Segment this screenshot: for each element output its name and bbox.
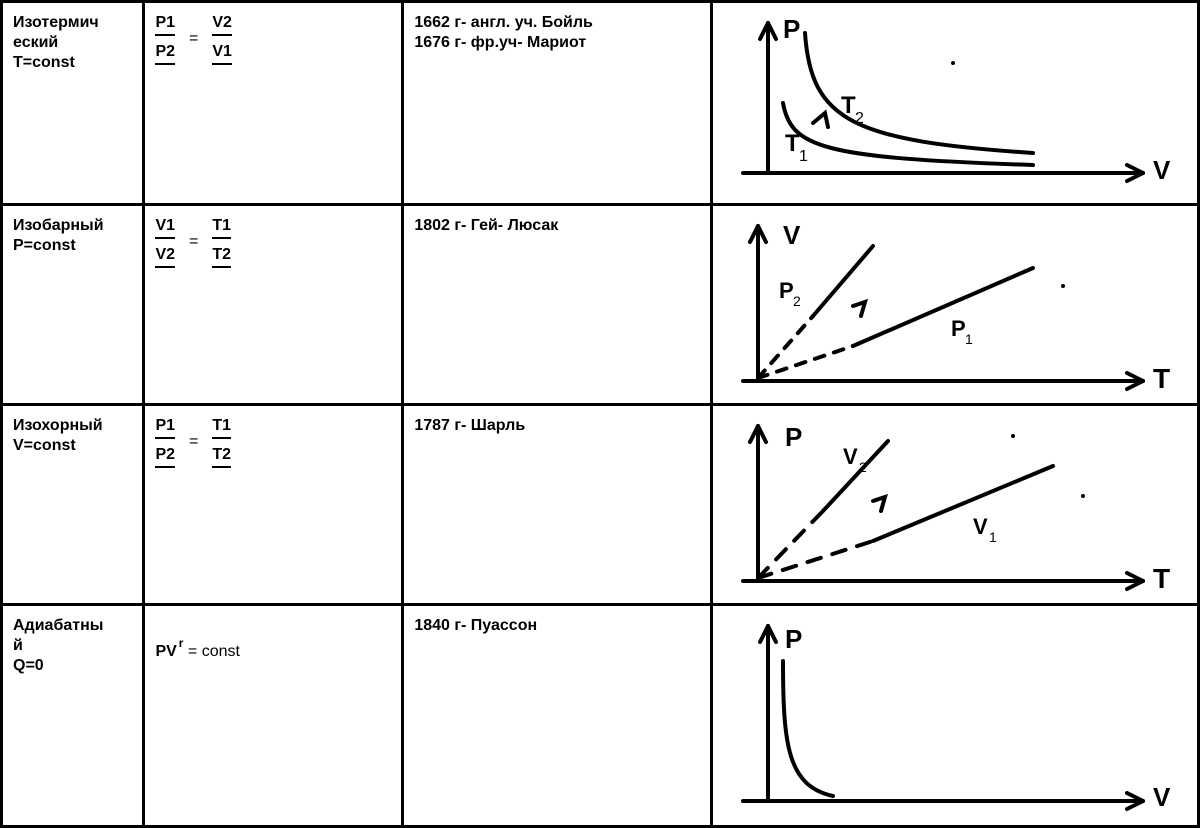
chart-cell-isothermal: P V T1 T2: [710, 3, 1197, 203]
svg-text:P: P: [785, 422, 802, 452]
process-table: Изотермич еский T=const P1 P2 = V2 V1 16…: [0, 0, 1200, 828]
name-line1: Изохорный: [13, 416, 134, 436]
svg-text:2: 2: [793, 293, 801, 309]
f-op: =: [189, 432, 198, 452]
name-cell: Изохорный V=const: [3, 406, 142, 603]
f-tr: T1: [212, 216, 231, 239]
svg-text:P: P: [785, 624, 802, 654]
svg-text:T: T: [1153, 363, 1170, 394]
f-br: T2: [212, 445, 231, 468]
svg-text:V: V: [1153, 155, 1171, 185]
name-cell: Изобарный P=const: [3, 206, 142, 403]
name-cond: P=const: [13, 236, 134, 256]
svg-text:2: 2: [859, 459, 867, 475]
row-isochoric: Изохорный V=const P1 P2 = T1 T2 1787 г- …: [3, 403, 1197, 603]
f-bl: P2: [155, 445, 175, 468]
hist-1: 1662 г- англ. уч. Бойль: [414, 13, 702, 33]
name-line1: Адиабатны: [13, 616, 134, 636]
svg-text:T: T: [785, 130, 800, 157]
svg-text:1: 1: [989, 529, 997, 545]
name-cond: T=const: [13, 53, 134, 73]
svg-text:P: P: [951, 316, 966, 341]
name-cond: V=const: [13, 436, 134, 456]
f-bl: V2: [155, 245, 175, 268]
svg-text:V: V: [1153, 782, 1171, 812]
chart-cell-isochoric: P T V2 V1: [710, 406, 1197, 603]
svg-text:V: V: [783, 220, 801, 250]
formula-cell: P1 P2 = V2 V1: [142, 3, 401, 203]
formula-cell: PVr = const: [142, 606, 401, 825]
f-tr: V2: [212, 13, 232, 36]
name-line1: Изобарный: [13, 216, 134, 236]
name-line1: Изотермич: [13, 13, 134, 33]
f-tl: V1: [155, 216, 175, 239]
f-sup: r: [179, 636, 184, 651]
history-cell: 1787 г- Шарль: [401, 406, 710, 603]
chart-adiabatic: P V: [713, 606, 1197, 828]
svg-text:T: T: [841, 92, 856, 119]
svg-text:T: T: [1153, 563, 1170, 594]
chart-isobaric: V T P2 P1: [713, 206, 1197, 406]
chart-isochoric: P T V2 V1: [713, 406, 1197, 606]
f-op: =: [189, 29, 198, 49]
chart-cell-isobaric: V T P2 P1: [710, 206, 1197, 403]
f-bl: P2: [155, 42, 175, 65]
f-rest: = const: [188, 643, 240, 660]
svg-text:V: V: [843, 444, 858, 469]
formula-cell: V1 V2 = T1 T2: [142, 206, 401, 403]
row-isothermal: Изотермич еский T=const P1 P2 = V2 V1 16…: [3, 3, 1197, 203]
f-tl: P1: [155, 13, 175, 36]
history-cell: 1662 г- англ. уч. Бойль 1676 г- фр.уч- М…: [401, 3, 710, 203]
name-cell: Изотермич еский T=const: [3, 3, 142, 203]
svg-text:V: V: [973, 514, 988, 539]
history-cell: 1802 г- Гей- Люсак: [401, 206, 710, 403]
name-cond: Q=0: [13, 656, 134, 676]
f-base: PV: [155, 643, 176, 660]
svg-text:P: P: [783, 14, 800, 44]
f-op: =: [189, 232, 198, 252]
name-line2: еский: [13, 33, 134, 53]
hist-1: 1802 г- Гей- Люсак: [414, 216, 702, 236]
f-br: T2: [212, 245, 231, 268]
svg-text:1: 1: [965, 331, 973, 347]
f-tl: P1: [155, 416, 175, 439]
svg-text:2: 2: [855, 110, 864, 127]
chart-isothermal: P V T1 T2: [713, 3, 1197, 203]
row-isobaric: Изобарный P=const V1 V2 = T1 T2 1802 г- …: [3, 203, 1197, 403]
hist-2: 1676 г- фр.уч- Мариот: [414, 33, 702, 53]
hist-1: 1787 г- Шарль: [414, 416, 702, 436]
chart-cell-adiabatic: P V: [710, 606, 1197, 825]
formula-cell: P1 P2 = T1 T2: [142, 406, 401, 603]
history-cell: 1840 г- Пуассон: [401, 606, 710, 825]
svg-text:1: 1: [799, 148, 808, 165]
name-cell: Адиабатны й Q=0: [3, 606, 142, 825]
row-adiabatic: Адиабатны й Q=0 PVr = const 1840 г- Пуас…: [3, 603, 1197, 825]
name-line2: й: [13, 636, 134, 656]
f-br: V1: [212, 42, 232, 65]
f-tr: T1: [212, 416, 231, 439]
svg-text:P: P: [779, 278, 794, 303]
hist-1: 1840 г- Пуассон: [414, 616, 702, 636]
